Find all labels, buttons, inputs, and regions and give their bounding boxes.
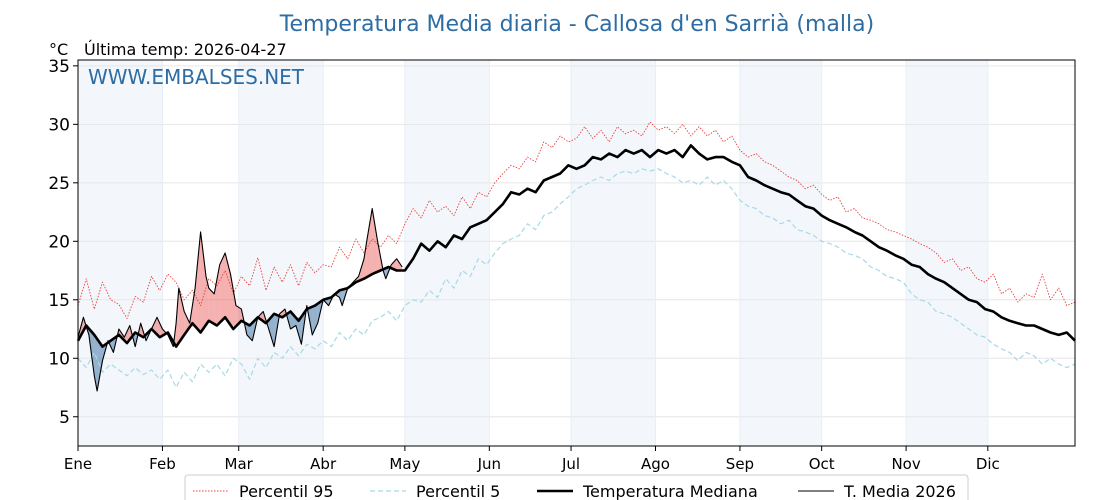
x-tick-label-ene: Ene <box>64 455 92 473</box>
anomaly-fill-30 <box>230 274 236 327</box>
anomaly-fill-26 <box>208 288 215 324</box>
legend-label-p5: Percentil 5 <box>416 482 500 500</box>
month-band-sep <box>739 60 822 446</box>
x-tick-label-oct: Oct <box>809 455 835 473</box>
y-tick-label-15: 15 <box>48 291 70 311</box>
anomaly-fill-55 <box>364 241 367 279</box>
chart-title: Temperatura Media diaria - Callosa d'en … <box>279 12 874 37</box>
anomaly-fill-50 <box>339 289 343 306</box>
y-tick-label-20: 20 <box>48 232 70 252</box>
anomaly-fill-15 <box>156 317 163 336</box>
x-tick-label-jun: Jun <box>477 455 501 473</box>
legend-label-2026: T. Media 2026 <box>843 482 956 500</box>
month-band-mar <box>238 60 324 446</box>
legend: Percentil 95 Percentil 5 Temperatura Med… <box>184 474 969 500</box>
month-bands <box>78 60 988 446</box>
x-tick-label-feb: Feb <box>149 455 176 473</box>
anomaly-fill-20 <box>178 288 185 343</box>
series-lines <box>76 121 1076 392</box>
anomaly-fill-37 <box>268 313 275 347</box>
series-line-1 <box>77 168 1076 389</box>
legend-box <box>184 474 969 500</box>
legend-label-p95: Percentil 95 <box>239 482 334 500</box>
x-tick-label-dic: Dic <box>976 455 1000 473</box>
y-axis: 5 10 15 20 25 30 35 <box>48 57 78 428</box>
x-axis: Ene Feb Mar Abr May Jun Jul Ago Sep Oct Nov Dic <box>64 446 1000 473</box>
x-tick-label-sep: Sep <box>726 455 754 473</box>
watermark: WWW.EMBALSES.NET <box>88 65 305 89</box>
anomaly-fill-25 <box>206 276 209 325</box>
x-tick-label-abr: Abr <box>310 455 337 473</box>
series-line-3 <box>77 208 403 392</box>
y-tick-label-35: 35 <box>48 57 70 77</box>
anomaly-fill-42 <box>295 316 302 345</box>
y-tick-label-30: 30 <box>48 115 70 135</box>
month-band-ene <box>78 60 163 446</box>
anomaly-fill-45 <box>312 303 318 335</box>
x-tick-label-mar: Mar <box>225 455 254 473</box>
x-tick-label-jul: Jul <box>561 455 580 473</box>
legend-label-median: Temperatura Mediana <box>582 482 758 500</box>
series-line-0 <box>77 121 1076 319</box>
x-tick-label-may: May <box>389 455 420 473</box>
anomaly-fill-24 <box>200 231 207 333</box>
x-tick-label-ago: Ago <box>641 455 670 473</box>
anomaly-fill-27 <box>214 264 220 324</box>
month-band-jul <box>571 60 656 446</box>
y-tick-label-10: 10 <box>48 349 70 369</box>
month-band-nov <box>906 60 988 446</box>
y-tick-label-5: 5 <box>59 408 70 428</box>
anomaly-fill-28 <box>219 253 226 323</box>
anomaly-fill-41 <box>290 311 296 330</box>
y-tick-label-25: 25 <box>48 174 70 194</box>
plot-frame <box>77 59 1076 447</box>
unit-label: °C <box>49 40 68 59</box>
anomaly-fill-23 <box>195 231 201 333</box>
last-temp-label: Última temp: 2026-04-27 <box>84 40 287 59</box>
x-tick-label-nov: Nov <box>891 455 920 473</box>
